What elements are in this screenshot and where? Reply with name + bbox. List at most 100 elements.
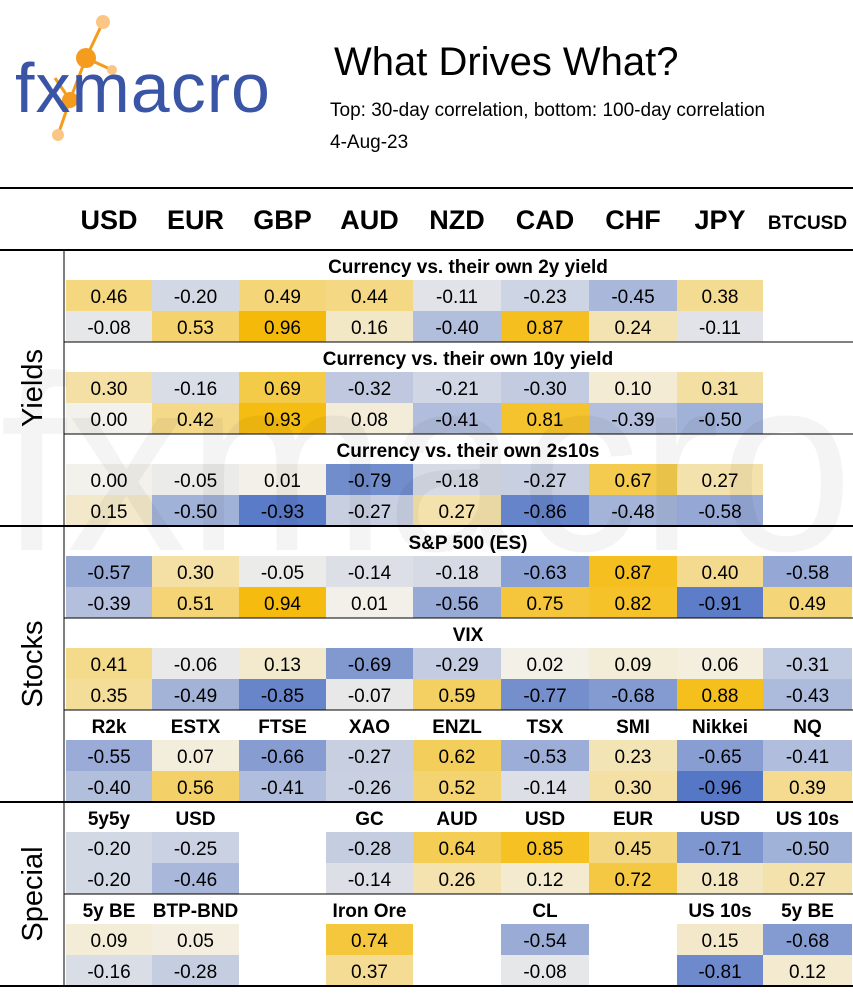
cell-value: 0.27 — [789, 870, 826, 891]
heatmap-cell — [66, 832, 152, 863]
cell-value: -0.30 — [523, 379, 566, 400]
cell-value: -0.58 — [698, 502, 741, 523]
cell-value: 0.39 — [789, 778, 826, 799]
column-header-usd: USD — [80, 205, 137, 235]
cell-value: 0.02 — [527, 655, 564, 676]
cell-value: -0.55 — [87, 747, 130, 768]
cell-value: -0.28 — [348, 839, 391, 860]
cell-value: 0.87 — [527, 318, 564, 339]
cell-value: -0.49 — [174, 686, 217, 707]
cell-value: -0.05 — [261, 563, 304, 584]
heatmap-cell — [152, 648, 239, 679]
column-header-chf: CHF — [605, 205, 661, 235]
heatmap-cell — [66, 679, 152, 710]
cell-value: -0.18 — [435, 471, 478, 492]
heatmap-cell — [152, 403, 239, 434]
cell-value: 0.81 — [527, 410, 564, 431]
cell-value: -0.40 — [87, 778, 130, 799]
cell-value: -0.85 — [261, 686, 304, 707]
cell-value: 0.10 — [615, 379, 652, 400]
cell-value: -0.41 — [261, 778, 304, 799]
cell-value: 0.07 — [177, 747, 214, 768]
heatmap-cell — [152, 771, 239, 802]
heatmap-cell — [677, 955, 763, 986]
heatmap-cell — [677, 771, 763, 802]
cell-value: 0.40 — [702, 563, 739, 584]
column-header-eur: EUR — [167, 205, 224, 235]
heatmap-cell — [239, 587, 326, 618]
heatmap-cell — [66, 863, 152, 894]
heatmap-cell — [152, 832, 239, 863]
cell-value: -0.65 — [698, 747, 741, 768]
cell-value: 0.38 — [702, 287, 739, 308]
heatmap-cell — [589, 832, 677, 863]
heatmap-cell — [677, 587, 763, 618]
heatmap-cell — [677, 832, 763, 863]
cell-value: 0.52 — [439, 778, 476, 799]
heatmap-cell — [239, 403, 326, 434]
heatmap-cell — [677, 740, 763, 771]
chart-subtitle: Top: 30-day correlation, bottom: 100-day… — [330, 100, 766, 121]
cell-value: -0.68 — [611, 686, 654, 707]
cell-value: 0.06 — [702, 655, 739, 676]
cell-value: 0.45 — [615, 839, 652, 860]
heatmap-cell — [501, 679, 589, 710]
cell-value: 0.05 — [177, 931, 214, 952]
logo-text: fxmacro — [15, 49, 271, 127]
heatmap-cell — [589, 771, 677, 802]
cell-value: 0.01 — [264, 471, 301, 492]
heatmap-cell — [66, 464, 152, 495]
cell-value: -0.63 — [523, 563, 566, 584]
heatmap-cell — [763, 863, 852, 894]
heatmap-cell — [413, 648, 501, 679]
cell-value: -0.07 — [348, 686, 391, 707]
cell-value: 0.35 — [91, 686, 128, 707]
cell-value: -0.28 — [174, 962, 217, 983]
heatmap-cell — [152, 280, 239, 311]
heatmap-cell — [589, 648, 677, 679]
heatmap-cell — [501, 311, 589, 342]
cell-value: 0.74 — [351, 931, 388, 952]
cell-value: -0.20 — [87, 839, 130, 860]
heatmap-cell — [239, 495, 326, 526]
heatmap-cell — [501, 740, 589, 771]
group-label-yields: Yields — [17, 349, 49, 427]
cell-value: -0.05 — [174, 471, 217, 492]
heatmap-cell — [326, 863, 413, 894]
cell-value: 0.44 — [351, 287, 388, 308]
column-header-gbp: GBP — [253, 205, 312, 235]
heatmap-cell — [326, 648, 413, 679]
cell-value: 0.69 — [264, 379, 301, 400]
cell-value: -0.77 — [523, 686, 566, 707]
heatmap-cell — [239, 372, 326, 403]
series-label: 5y5y — [88, 809, 131, 830]
cell-value: 0.00 — [91, 410, 128, 431]
cell-value: -0.86 — [523, 502, 566, 523]
heatmap-cell — [152, 740, 239, 771]
cell-value: 0.01 — [351, 594, 388, 615]
heatmap-cell — [763, 924, 852, 955]
series-label: TSX — [527, 717, 564, 738]
series-label: R2k — [92, 717, 127, 738]
cell-value: 0.53 — [177, 318, 214, 339]
heatmap-cell — [589, 587, 677, 618]
cell-value: 0.56 — [177, 778, 214, 799]
cell-value: -0.69 — [348, 655, 391, 676]
heatmap-cell — [763, 587, 852, 618]
cell-value: -0.79 — [348, 471, 391, 492]
cell-value: -0.20 — [87, 870, 130, 891]
cell-value: 0.09 — [615, 655, 652, 676]
cell-value: -0.41 — [435, 410, 478, 431]
cell-value: 0.15 — [91, 502, 128, 523]
heatmap-cell — [66, 311, 152, 342]
series-label: XAO — [349, 717, 390, 738]
column-header-nzd: NZD — [429, 205, 485, 235]
heatmap-cell — [677, 280, 763, 311]
cell-value: 0.00 — [91, 471, 128, 492]
heatmap-cell — [152, 587, 239, 618]
cell-value: -0.08 — [87, 318, 130, 339]
series-label: SMI — [616, 717, 650, 738]
heatmap-cell — [326, 955, 413, 986]
cell-value: 0.87 — [615, 563, 652, 584]
heatmap-cell — [677, 679, 763, 710]
